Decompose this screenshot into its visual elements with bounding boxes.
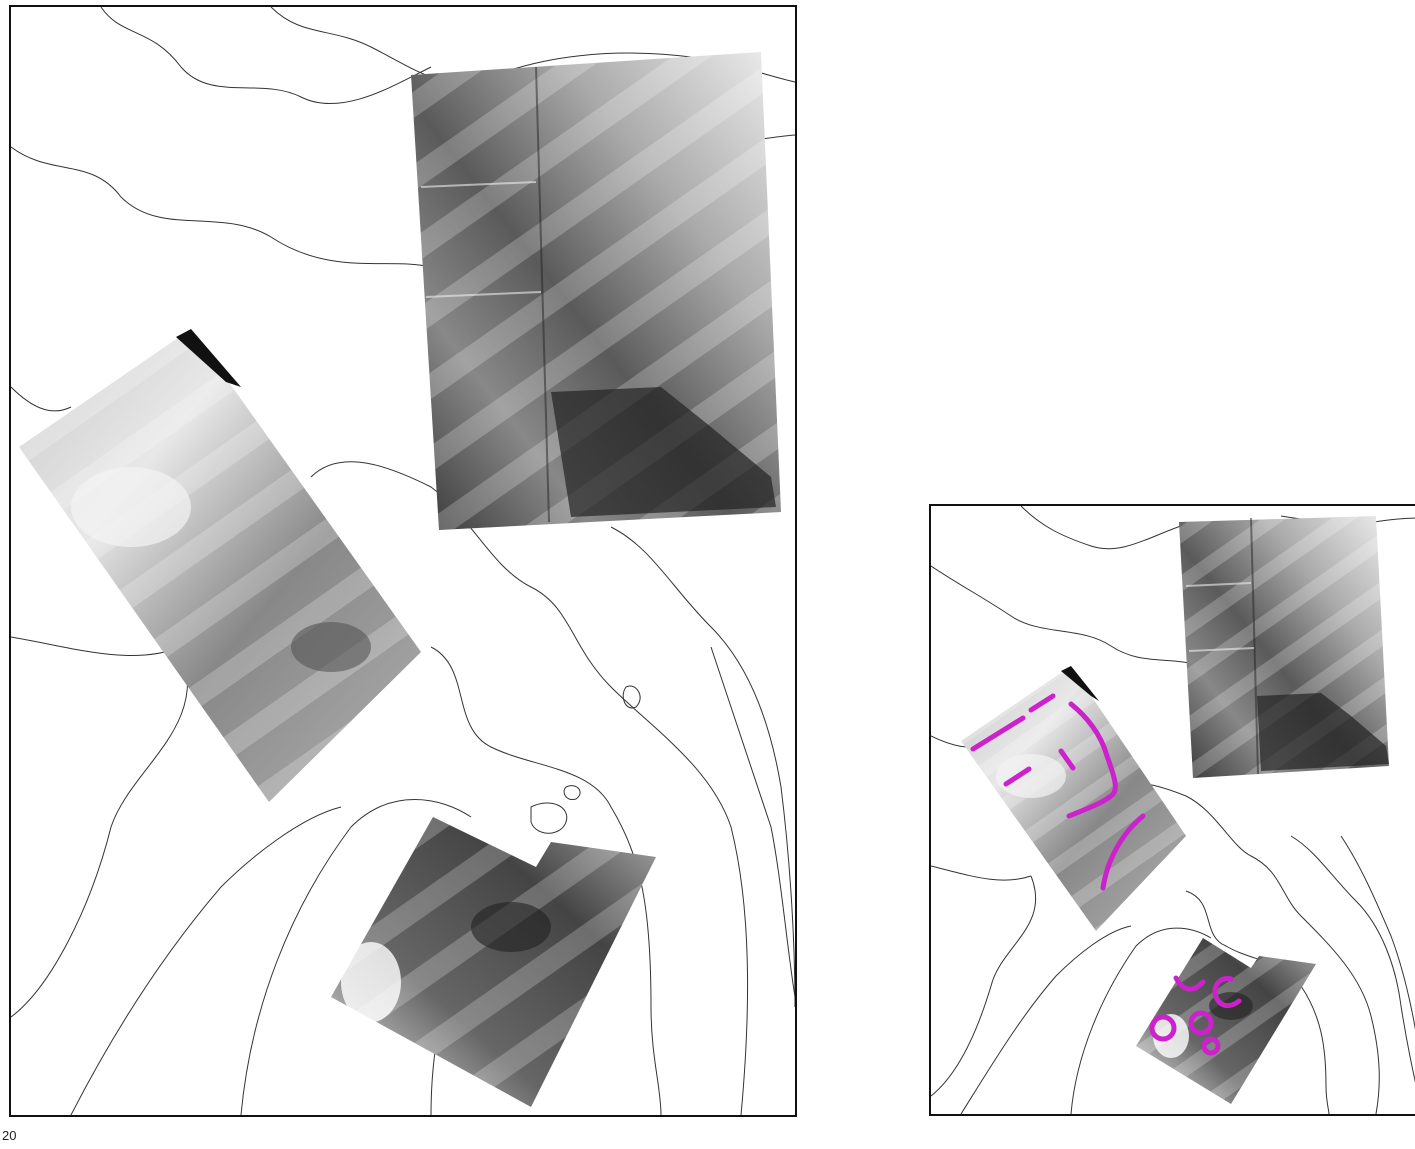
- survey-block-top-right: [1179, 516, 1389, 778]
- contour-lines-right: [931, 506, 1415, 1114]
- survey-block-top: [411, 52, 781, 530]
- annotation-linear-features: [970, 693, 1146, 891]
- page-number: 20: [2, 1128, 17, 1143]
- survey-block-middle-right: [961, 666, 1186, 931]
- survey-block-bottom: [331, 817, 656, 1107]
- annotation-circular-features: [1149, 975, 1242, 1056]
- survey-map-right-annotated: [929, 504, 1415, 1116]
- survey-block-middle: [19, 329, 421, 802]
- survey-block-bottom-right: [1136, 938, 1316, 1104]
- contour-lines: [11, 7, 795, 1115]
- survey-map-right-canvas: [931, 506, 1415, 1114]
- survey-map-left-canvas: [11, 7, 795, 1115]
- survey-map-left: [9, 5, 797, 1117]
